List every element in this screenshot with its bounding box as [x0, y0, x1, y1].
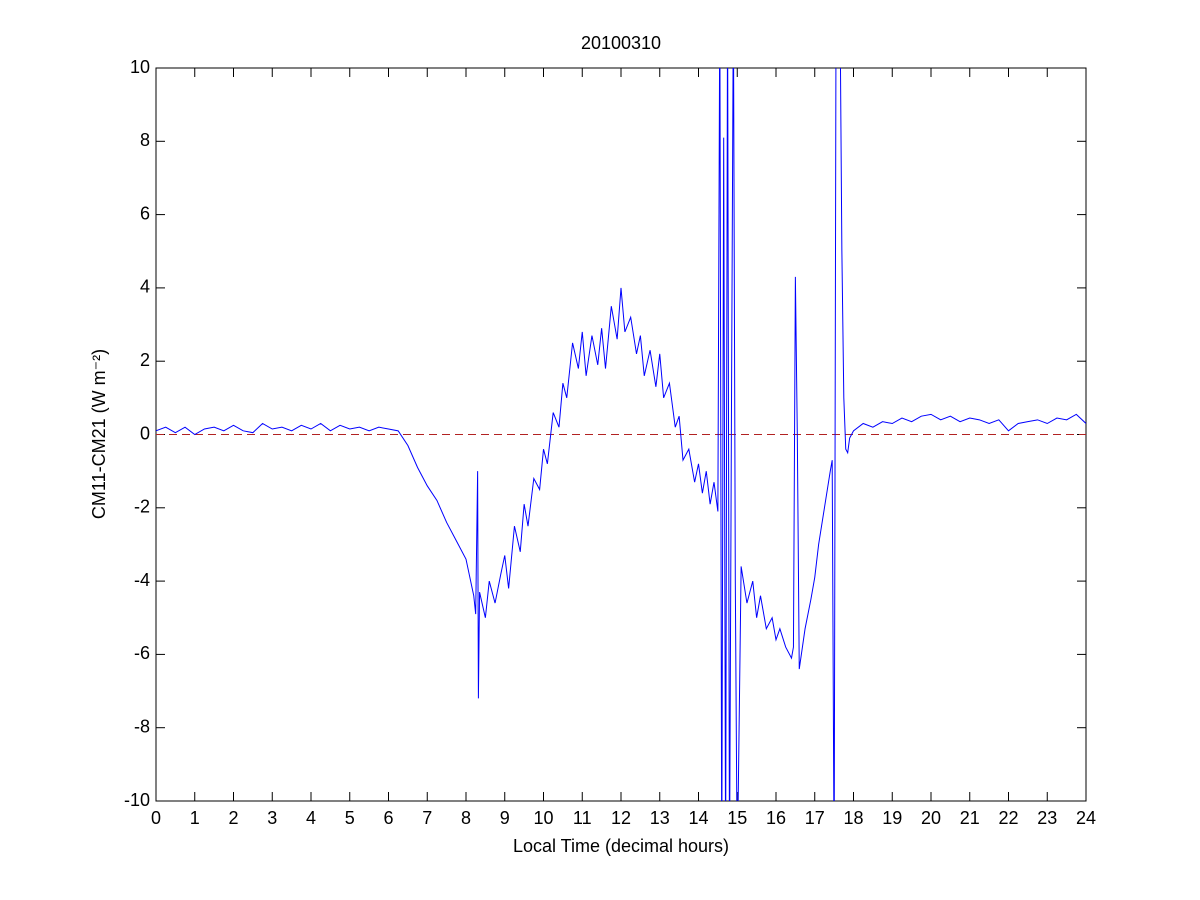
- x-tick-label: 23: [1037, 808, 1057, 828]
- x-tick-label: 14: [688, 808, 708, 828]
- y-tick-label: 6: [140, 203, 150, 223]
- x-axis-label: Local Time (decimal hours): [513, 836, 729, 856]
- data-line: [156, 68, 1086, 801]
- y-tick-label: 10: [130, 57, 150, 77]
- x-tick-label: 10: [533, 808, 553, 828]
- x-tick-label: 16: [766, 808, 786, 828]
- x-tick-label: 19: [882, 808, 902, 828]
- y-tick-label: 8: [140, 130, 150, 150]
- chart-title: 20100310: [581, 33, 661, 53]
- x-tick-label: 3: [267, 808, 277, 828]
- y-tick-label: 2: [140, 350, 150, 370]
- plot-area: [155, 67, 1087, 802]
- x-tick-label: 6: [383, 808, 393, 828]
- x-tick-label: 2: [228, 808, 238, 828]
- x-tick-label: 0: [151, 808, 161, 828]
- y-axis-label: CM11-CM21 (W m⁻²): [89, 349, 109, 519]
- x-tick-label: 22: [998, 808, 1018, 828]
- x-tick-label: 12: [611, 808, 631, 828]
- x-tick-label: 8: [461, 808, 471, 828]
- x-tick-label: 4: [306, 808, 316, 828]
- x-tick-label: 15: [727, 808, 747, 828]
- x-tick-label: 13: [650, 808, 670, 828]
- y-tick-label: -6: [134, 643, 150, 663]
- y-tick-label: -4: [134, 570, 150, 590]
- x-tick-label: 9: [500, 808, 510, 828]
- x-tick-label: 21: [960, 808, 980, 828]
- x-tick-label: 11: [573, 808, 592, 828]
- x-tick-label: 24: [1076, 808, 1096, 828]
- y-tick-label: 0: [140, 423, 150, 443]
- x-tick-label: 20: [921, 808, 941, 828]
- y-tick-label: -10: [124, 790, 150, 810]
- y-tick-label: -8: [134, 716, 150, 736]
- y-tick-label: -2: [134, 497, 150, 517]
- x-tick-label: 5: [345, 808, 355, 828]
- x-tick-label: 1: [190, 808, 200, 828]
- x-tick-label: 18: [843, 808, 863, 828]
- x-tick-label: 17: [805, 808, 825, 828]
- x-tick-label: 7: [422, 808, 432, 828]
- y-tick-label: 4: [140, 277, 150, 297]
